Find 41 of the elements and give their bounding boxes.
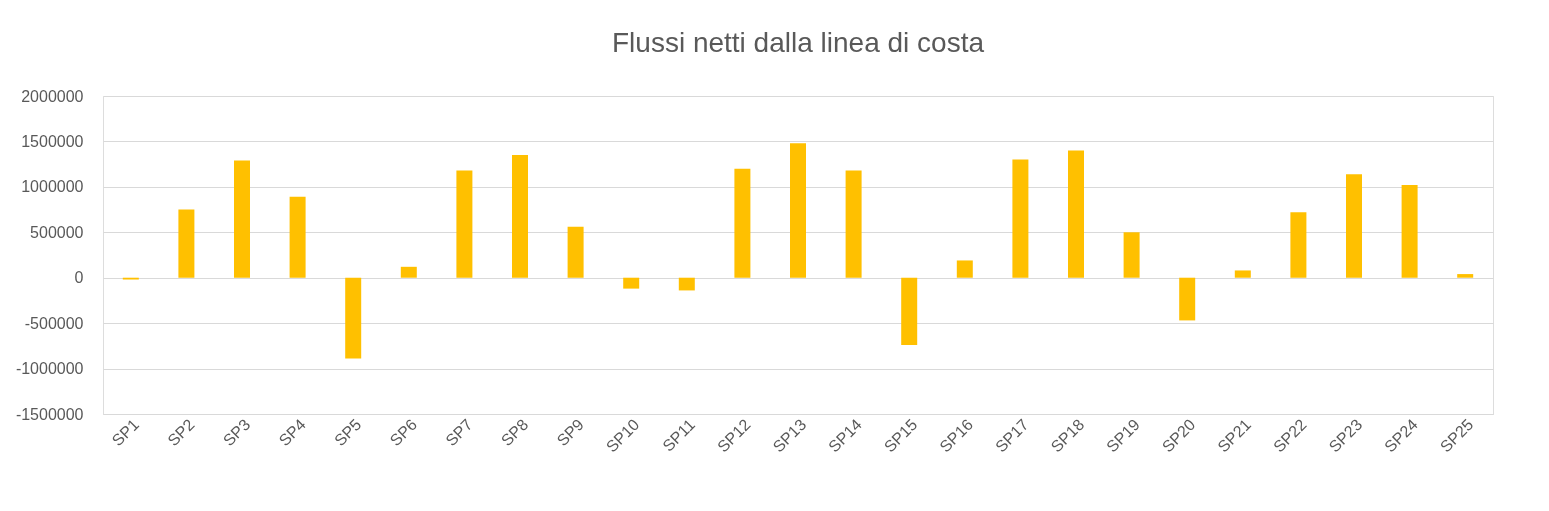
x-tick-label: SP2 [164, 415, 198, 450]
y-tick-label: 2000000 [21, 87, 84, 105]
bar [289, 196, 306, 278]
bar [1123, 232, 1140, 278]
x-tick-label: SP5 [331, 415, 365, 450]
x-tick-label: SP4 [275, 415, 309, 450]
bar [1068, 150, 1084, 278]
x-tick-label: SP9 [553, 415, 587, 450]
x-tick-label: SP1 [108, 415, 143, 450]
y-tick-label: -1000000 [15, 360, 84, 378]
y-tick-label: 0 [74, 269, 84, 287]
y-tick-label: 1000000 [21, 178, 84, 196]
bar [790, 143, 806, 278]
bar [1234, 270, 1251, 278]
y-tick-label: 1500000 [21, 132, 84, 150]
bar [734, 168, 751, 278]
bar [234, 160, 250, 278]
bar [1179, 277, 1196, 321]
chart-title: Flussi netti dalla linea di costa [612, 27, 985, 58]
bar [567, 226, 584, 278]
bar [901, 277, 918, 345]
y-tick-label: -500000 [24, 314, 84, 332]
bar [956, 260, 973, 278]
bar [400, 266, 417, 278]
y-tick-label: 500000 [30, 223, 84, 241]
bar [1290, 212, 1307, 278]
bar [345, 277, 362, 359]
x-tick-label: SP8 [497, 415, 532, 450]
bar [1346, 174, 1362, 278]
bar [1457, 274, 1474, 278]
bar [512, 155, 528, 278]
bar [845, 170, 862, 278]
y-tick-label: -1500000 [15, 405, 84, 423]
bar [178, 209, 195, 278]
x-tick-label: SP3 [219, 415, 254, 450]
bar [1012, 159, 1029, 278]
bar [456, 170, 473, 278]
bar [678, 277, 695, 291]
bar [623, 277, 640, 289]
bar [1401, 185, 1418, 278]
x-tick-label: SP6 [386, 415, 421, 450]
